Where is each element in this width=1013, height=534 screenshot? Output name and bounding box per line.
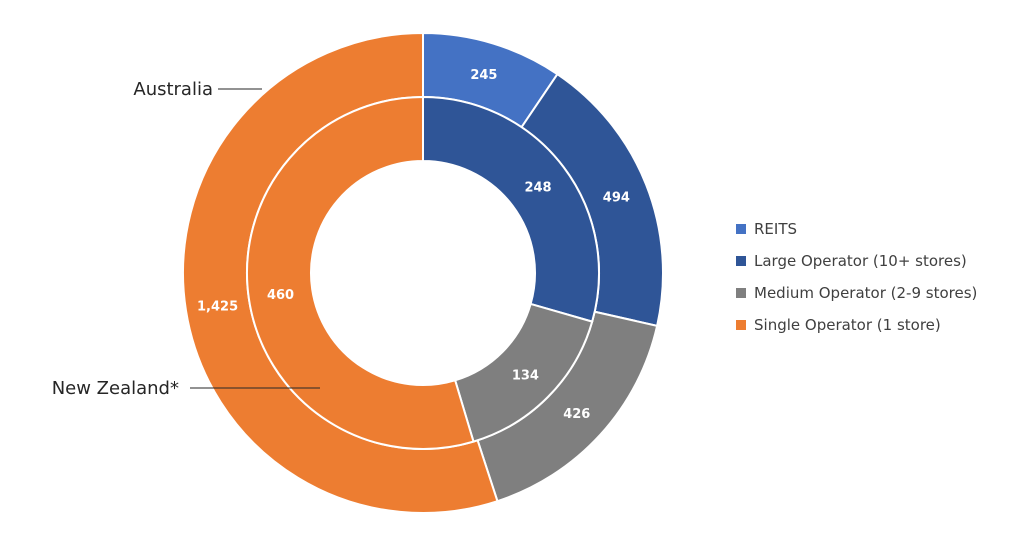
australia-large-operator-value-label: 494 xyxy=(603,190,630,205)
legend-label: Medium Operator (2-9 stores) xyxy=(754,284,978,302)
new-zealand-single-operator-slice xyxy=(246,95,475,450)
australia-single-operator-value-label: 1,425 xyxy=(197,300,238,315)
legend-swatch xyxy=(736,288,746,298)
legend-swatch xyxy=(736,224,746,234)
legend-swatch xyxy=(736,320,746,330)
legend-swatch xyxy=(736,256,746,266)
new-zealand-large-operator-value-label: 248 xyxy=(524,180,551,195)
legend-item-single-operator: Single Operator (1 store) xyxy=(736,309,977,341)
new-zealand-medium-operator-value-label: 134 xyxy=(512,368,539,383)
legend-label: REITS xyxy=(754,220,798,238)
legend: REITS Large Operator (10+ stores) Medium… xyxy=(736,213,977,341)
new-zealand-series-label: New Zealand* xyxy=(52,378,179,399)
new-zealand-single-operator-value-label: 460 xyxy=(267,288,294,303)
legend-item-medium-operator: Medium Operator (2-9 stores) xyxy=(736,277,977,309)
legend-item-large-operator: Large Operator (10+ stores) xyxy=(736,245,977,277)
australia-callout: Australia xyxy=(133,79,262,100)
legend-label: Large Operator (10+ stores) xyxy=(754,252,967,270)
australia-medium-operator-value-label: 426 xyxy=(563,407,590,422)
legend-item-reits: REITS xyxy=(736,213,977,245)
new-zealand-large-operator-slice xyxy=(422,95,600,323)
new-zealand-callout: New Zealand* xyxy=(52,378,320,399)
donut-rings xyxy=(182,31,664,514)
australia-series-label: Australia xyxy=(133,79,213,100)
slice-labels: 245 494 426 1,425 248 134 460 xyxy=(197,68,630,422)
australia-reits-value-label: 245 xyxy=(470,68,497,83)
legend-label: Single Operator (1 store) xyxy=(754,316,941,334)
